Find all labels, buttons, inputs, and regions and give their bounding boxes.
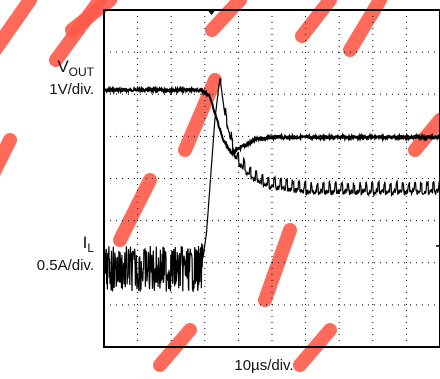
watermark-stripe-4 [295, 0, 337, 43]
watermark-stripe-12 [343, 0, 387, 57]
il-symbol: I [82, 233, 88, 252]
trace-il [103, 77, 440, 292]
watermark-stripe-8 [258, 223, 297, 307]
il-label-block: IL 0.5A/div. [0, 234, 94, 274]
il-scale-label: 0.5A/div. [36, 257, 94, 274]
vout-subscript: OUT [68, 65, 94, 79]
vout-label-block: VOUT 1V/div. [8, 58, 94, 98]
trigger-marker [207, 10, 216, 15]
watermark-stripe-2 [49, 0, 107, 67]
watermark-stripe-0 [0, 0, 37, 56]
vout-scale-label: 1V/div. [49, 81, 94, 98]
trace-vout [103, 85, 440, 157]
watermark-stripe-7 [113, 173, 157, 247]
vout-symbol: V [57, 57, 69, 76]
watermark-stripe-6 [0, 133, 17, 176]
time-scale-label: 10µs/div. [234, 357, 294, 374]
watermark-stripe-3 [205, 0, 247, 37]
il-subscript: L [87, 241, 94, 255]
watermark-stripe-5 [178, 73, 222, 157]
